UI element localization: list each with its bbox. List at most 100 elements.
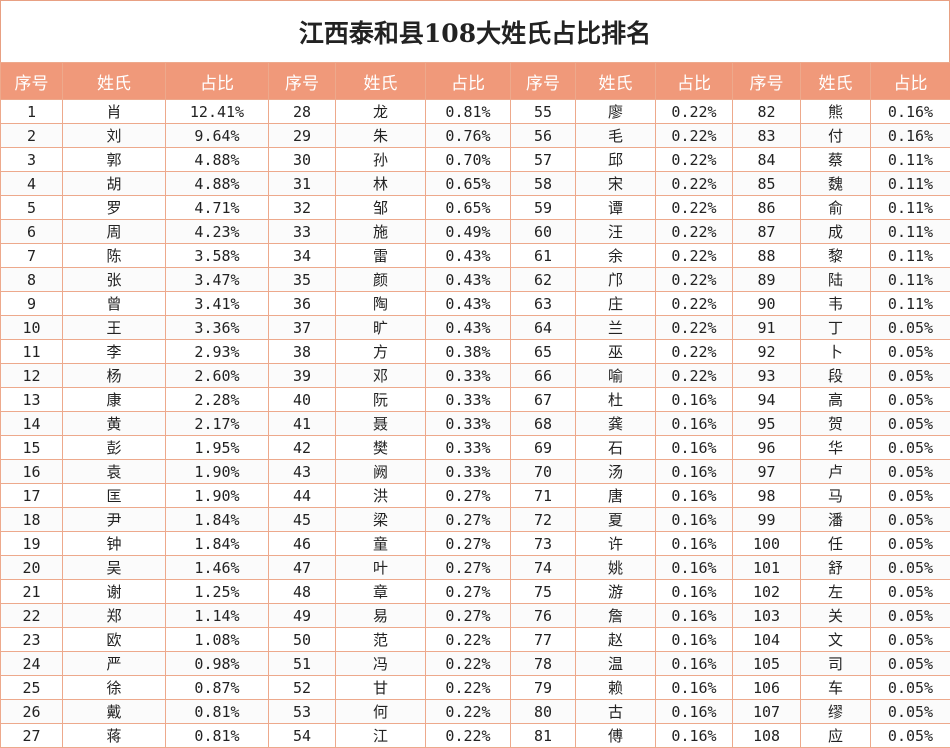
table-cell: 吴: [63, 556, 166, 580]
table-cell: 87: [733, 220, 801, 244]
table-cell: 雷: [336, 244, 426, 268]
table-cell: 0.22%: [656, 196, 733, 220]
table-cell: 0.16%: [656, 484, 733, 508]
header-cell: 占比: [871, 63, 950, 100]
table-cell: 宋: [576, 172, 656, 196]
table-cell: 93: [733, 364, 801, 388]
table-cell: 83: [733, 124, 801, 148]
table-cell: 温: [576, 652, 656, 676]
table-cell: 105: [733, 652, 801, 676]
table-cell: 39: [269, 364, 336, 388]
table-cell: 96: [733, 436, 801, 460]
table-cell: 0.05%: [871, 484, 950, 508]
table-cell: 32: [269, 196, 336, 220]
table-cell: 59: [511, 196, 576, 220]
table-cell: 1.90%: [166, 460, 269, 484]
table-cell: 蒋: [63, 724, 166, 748]
table-cell: 0.05%: [871, 532, 950, 556]
table-cell: 79: [511, 676, 576, 700]
table-cell: 冯: [336, 652, 426, 676]
table-cell: 0.16%: [656, 532, 733, 556]
table-cell: 甘: [336, 676, 426, 700]
table-cell: 余: [576, 244, 656, 268]
table-cell: 17: [1, 484, 63, 508]
table-cell: 19: [1, 532, 63, 556]
table-cell: 石: [576, 436, 656, 460]
table-cell: 黎: [801, 244, 871, 268]
table-cell: 毛: [576, 124, 656, 148]
table-cell: 0.22%: [656, 148, 733, 172]
table-cell: 0.22%: [656, 316, 733, 340]
table-cell: 0.16%: [656, 556, 733, 580]
table-cell: 0.05%: [871, 676, 950, 700]
table-cell: 70: [511, 460, 576, 484]
table-cell: 1.95%: [166, 436, 269, 460]
table-cell: 33: [269, 220, 336, 244]
table-cell: 86: [733, 196, 801, 220]
table-cell: 0.22%: [656, 100, 733, 124]
table-cell: 0.33%: [426, 460, 511, 484]
table-cell: 0.05%: [871, 652, 950, 676]
table-cell: 78: [511, 652, 576, 676]
table-cell: 26: [1, 700, 63, 724]
table-cell: 彭: [63, 436, 166, 460]
table-cell: 1.08%: [166, 628, 269, 652]
table-cell: 樊: [336, 436, 426, 460]
table-cell: 3.47%: [166, 268, 269, 292]
table-cell: 5: [1, 196, 63, 220]
table-cell: 50: [269, 628, 336, 652]
table-cell: 84: [733, 148, 801, 172]
table-cell: 0.33%: [426, 364, 511, 388]
table-cell: 0.43%: [426, 316, 511, 340]
table-cell: 0.22%: [426, 628, 511, 652]
table-cell: 林: [336, 172, 426, 196]
table-cell: 龙: [336, 100, 426, 124]
table-cell: 兰: [576, 316, 656, 340]
table-cell: 0.16%: [656, 436, 733, 460]
table-cell: 0.81%: [166, 700, 269, 724]
table-cell: 傅: [576, 724, 656, 748]
table-cell: 4.23%: [166, 220, 269, 244]
table-cell: 汪: [576, 220, 656, 244]
table-cell: 0.22%: [426, 724, 511, 748]
table-cell: 阮: [336, 388, 426, 412]
table-cell: 0.87%: [166, 676, 269, 700]
table-cell: 周: [63, 220, 166, 244]
table-cell: 0.16%: [871, 124, 950, 148]
table-cell: 0.05%: [871, 460, 950, 484]
table-cell: 0.38%: [426, 340, 511, 364]
table-cell: 77: [511, 628, 576, 652]
header-cell: 序号: [269, 63, 336, 100]
table-cell: 69: [511, 436, 576, 460]
table-cell: 汤: [576, 460, 656, 484]
table-cell: 51: [269, 652, 336, 676]
table-cell: 0.33%: [426, 436, 511, 460]
table-cell: 0.05%: [871, 628, 950, 652]
table-cell: 姚: [576, 556, 656, 580]
table-cell: 方: [336, 340, 426, 364]
table-cell: 0.76%: [426, 124, 511, 148]
table-cell: 16: [1, 460, 63, 484]
table-cell: 103: [733, 604, 801, 628]
table-cell: 阙: [336, 460, 426, 484]
table-cell: 司: [801, 652, 871, 676]
table-cell: 29: [269, 124, 336, 148]
table-cell: 46: [269, 532, 336, 556]
header-cell: 占比: [426, 63, 511, 100]
table-cell: 0.22%: [426, 652, 511, 676]
table-cell: 3.41%: [166, 292, 269, 316]
table-cell: 许: [576, 532, 656, 556]
table-cell: 4: [1, 172, 63, 196]
table-cell: 99: [733, 508, 801, 532]
table-cell: 张: [63, 268, 166, 292]
table-cell: 魏: [801, 172, 871, 196]
table-cell: 1.46%: [166, 556, 269, 580]
table-cell: 高: [801, 388, 871, 412]
